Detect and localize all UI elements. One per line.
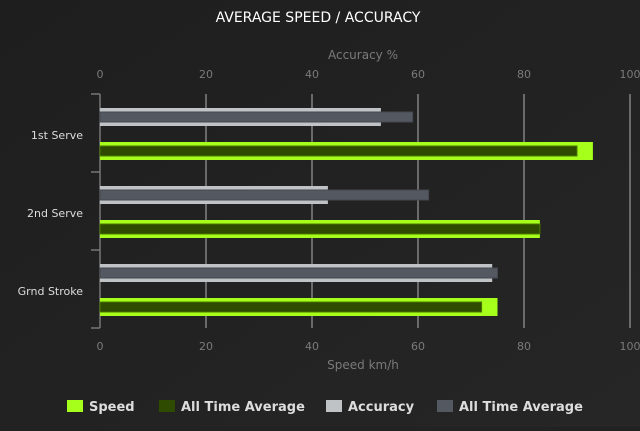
legend-label: All Time Average <box>181 400 305 415</box>
bottom-tick-label: 60 <box>411 340 425 353</box>
top-tick-label: 80 <box>517 68 531 81</box>
bar-accuracy-all-time-average <box>100 190 429 200</box>
top-tick-label: 0 <box>97 68 104 81</box>
legend-swatch <box>437 400 453 412</box>
bar-speed-all-time-average <box>100 224 540 234</box>
bottom-tick-label: 100 <box>620 340 640 353</box>
top-tick-label: 100 <box>620 68 640 81</box>
legend-label: All Time Average <box>459 400 583 415</box>
bottom-tick-label: 40 <box>305 340 319 353</box>
category-label: Grnd Stroke <box>18 285 84 298</box>
bottom-tick-label: 80 <box>517 340 531 353</box>
bar-speed-all-time-average <box>100 302 482 312</box>
top-tick-label: 40 <box>305 68 319 81</box>
top-tick-label: 20 <box>199 68 213 81</box>
legend-item[interactable]: All Time Average <box>159 400 305 415</box>
bar-speed-all-time-average <box>100 146 577 156</box>
top-axis-label: Accuracy % <box>328 48 398 62</box>
top-tick-label: 60 <box>411 68 425 81</box>
bottom-axis-label: Speed km/h <box>327 358 399 372</box>
bar-accuracy-all-time-average <box>100 268 498 278</box>
legend-swatch <box>326 400 342 412</box>
chart-title: AVERAGE SPEED / ACCURACY <box>216 10 421 26</box>
legend-swatch <box>159 400 175 412</box>
bottom-tick-label: 0 <box>97 340 104 353</box>
bottom-tick-label: 20 <box>199 340 213 353</box>
legend-swatch <box>67 400 83 412</box>
category-label: 1st Serve <box>31 129 83 142</box>
legend-item[interactable]: All Time Average <box>437 400 583 415</box>
legend-label: Speed <box>89 400 135 415</box>
legend-label: Accuracy <box>348 400 415 415</box>
category-label: 2nd Serve <box>27 207 83 220</box>
bar-accuracy-all-time-average <box>100 112 413 122</box>
